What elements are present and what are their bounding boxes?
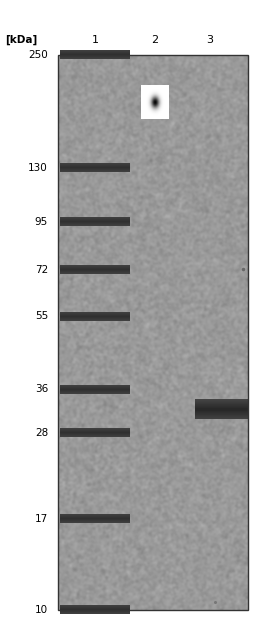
Text: 3: 3 [207, 35, 214, 45]
Text: 55: 55 [35, 311, 48, 321]
Text: [kDa]: [kDa] [5, 35, 37, 45]
Text: 130: 130 [28, 162, 48, 173]
Text: 2: 2 [152, 35, 158, 45]
Text: 95: 95 [35, 217, 48, 227]
Text: 28: 28 [35, 427, 48, 437]
Text: 250: 250 [28, 50, 48, 60]
Text: 36: 36 [35, 384, 48, 394]
Text: 1: 1 [91, 35, 99, 45]
Text: 10: 10 [35, 605, 48, 615]
Text: 17: 17 [35, 514, 48, 523]
Bar [58, 55, 248, 610]
Text: 72: 72 [35, 265, 48, 274]
